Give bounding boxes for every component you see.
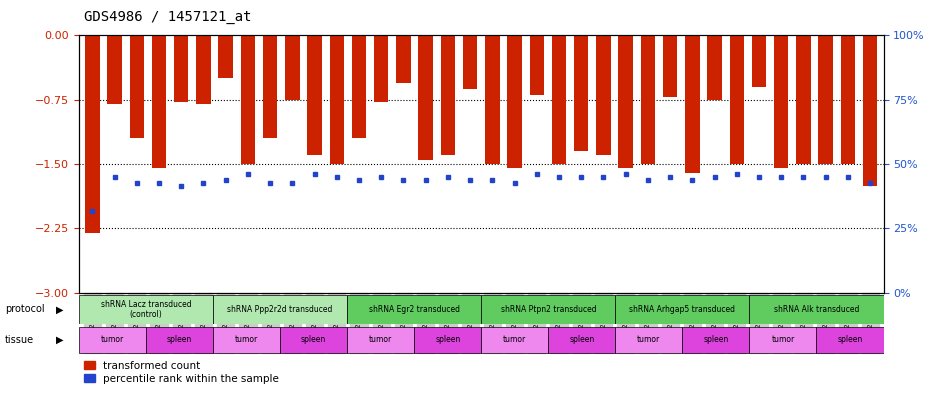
Bar xyxy=(730,35,744,164)
Bar xyxy=(618,35,633,168)
Text: tumor: tumor xyxy=(235,336,259,344)
Bar xyxy=(374,35,389,102)
Bar xyxy=(482,327,549,353)
Bar xyxy=(708,35,722,100)
Text: protocol: protocol xyxy=(5,305,45,314)
Bar xyxy=(396,35,411,83)
Text: tumor: tumor xyxy=(369,336,392,344)
Text: shRNA Arhgap5 transduced: shRNA Arhgap5 transduced xyxy=(630,305,736,314)
Bar xyxy=(796,35,811,164)
Bar xyxy=(263,35,277,138)
Bar xyxy=(750,296,884,324)
Bar xyxy=(308,35,322,156)
Bar xyxy=(329,35,344,164)
Text: tissue: tissue xyxy=(5,335,33,345)
Bar xyxy=(841,35,856,164)
Bar xyxy=(549,327,616,353)
Bar xyxy=(129,35,144,138)
Bar xyxy=(574,35,589,151)
Bar xyxy=(863,35,877,185)
Text: GDS4986 / 1457121_at: GDS4986 / 1457121_at xyxy=(84,10,251,24)
Bar xyxy=(79,296,213,324)
Text: spleen: spleen xyxy=(703,336,728,344)
Text: tumor: tumor xyxy=(101,336,125,344)
Bar xyxy=(441,35,455,156)
Bar xyxy=(551,35,566,164)
Text: spleen: spleen xyxy=(569,336,594,344)
Text: tumor: tumor xyxy=(503,336,526,344)
Bar xyxy=(414,327,482,353)
Text: tumor: tumor xyxy=(637,336,660,344)
Bar xyxy=(146,327,213,353)
Bar xyxy=(616,296,750,324)
Bar xyxy=(86,35,100,233)
Text: spleen: spleen xyxy=(837,336,863,344)
Bar xyxy=(79,327,146,353)
Bar xyxy=(751,35,766,87)
Bar xyxy=(219,35,232,78)
Bar xyxy=(774,35,789,168)
Bar xyxy=(213,296,347,324)
Bar xyxy=(750,327,817,353)
Text: shRNA Ppp2r2d transduced: shRNA Ppp2r2d transduced xyxy=(228,305,333,314)
Text: shRNA Egr2 transduced: shRNA Egr2 transduced xyxy=(368,305,459,314)
Text: shRNA Alk transduced: shRNA Alk transduced xyxy=(774,305,859,314)
Bar xyxy=(107,35,122,104)
Bar xyxy=(280,327,347,353)
Text: spleen: spleen xyxy=(301,336,326,344)
Bar xyxy=(463,35,477,88)
Bar xyxy=(529,35,544,95)
Bar xyxy=(347,327,414,353)
Text: ▶: ▶ xyxy=(56,335,63,345)
Bar xyxy=(818,35,833,164)
Bar xyxy=(241,35,255,164)
Text: spleen: spleen xyxy=(167,336,193,344)
Text: shRNA Lacz transduced
(control): shRNA Lacz transduced (control) xyxy=(100,300,192,319)
Text: ▶: ▶ xyxy=(56,305,63,314)
Bar xyxy=(347,296,481,324)
Bar xyxy=(685,35,699,173)
Bar xyxy=(485,35,499,164)
Bar xyxy=(508,35,522,168)
Bar xyxy=(352,35,366,138)
Bar xyxy=(641,35,655,164)
Bar xyxy=(683,327,750,353)
Text: tumor: tumor xyxy=(771,336,794,344)
Bar xyxy=(663,35,677,97)
Bar xyxy=(286,35,299,100)
Text: shRNA Ptpn2 transduced: shRNA Ptpn2 transduced xyxy=(500,305,596,314)
Bar xyxy=(213,327,280,353)
Bar xyxy=(196,35,211,104)
Bar xyxy=(482,296,616,324)
Bar xyxy=(418,35,433,160)
Bar xyxy=(152,35,166,168)
Bar xyxy=(596,35,611,156)
Bar xyxy=(616,327,683,353)
Legend: transformed count, percentile rank within the sample: transformed count, percentile rank withi… xyxy=(85,361,279,384)
Text: spleen: spleen xyxy=(435,336,460,344)
Bar xyxy=(174,35,189,102)
Bar xyxy=(817,327,883,353)
